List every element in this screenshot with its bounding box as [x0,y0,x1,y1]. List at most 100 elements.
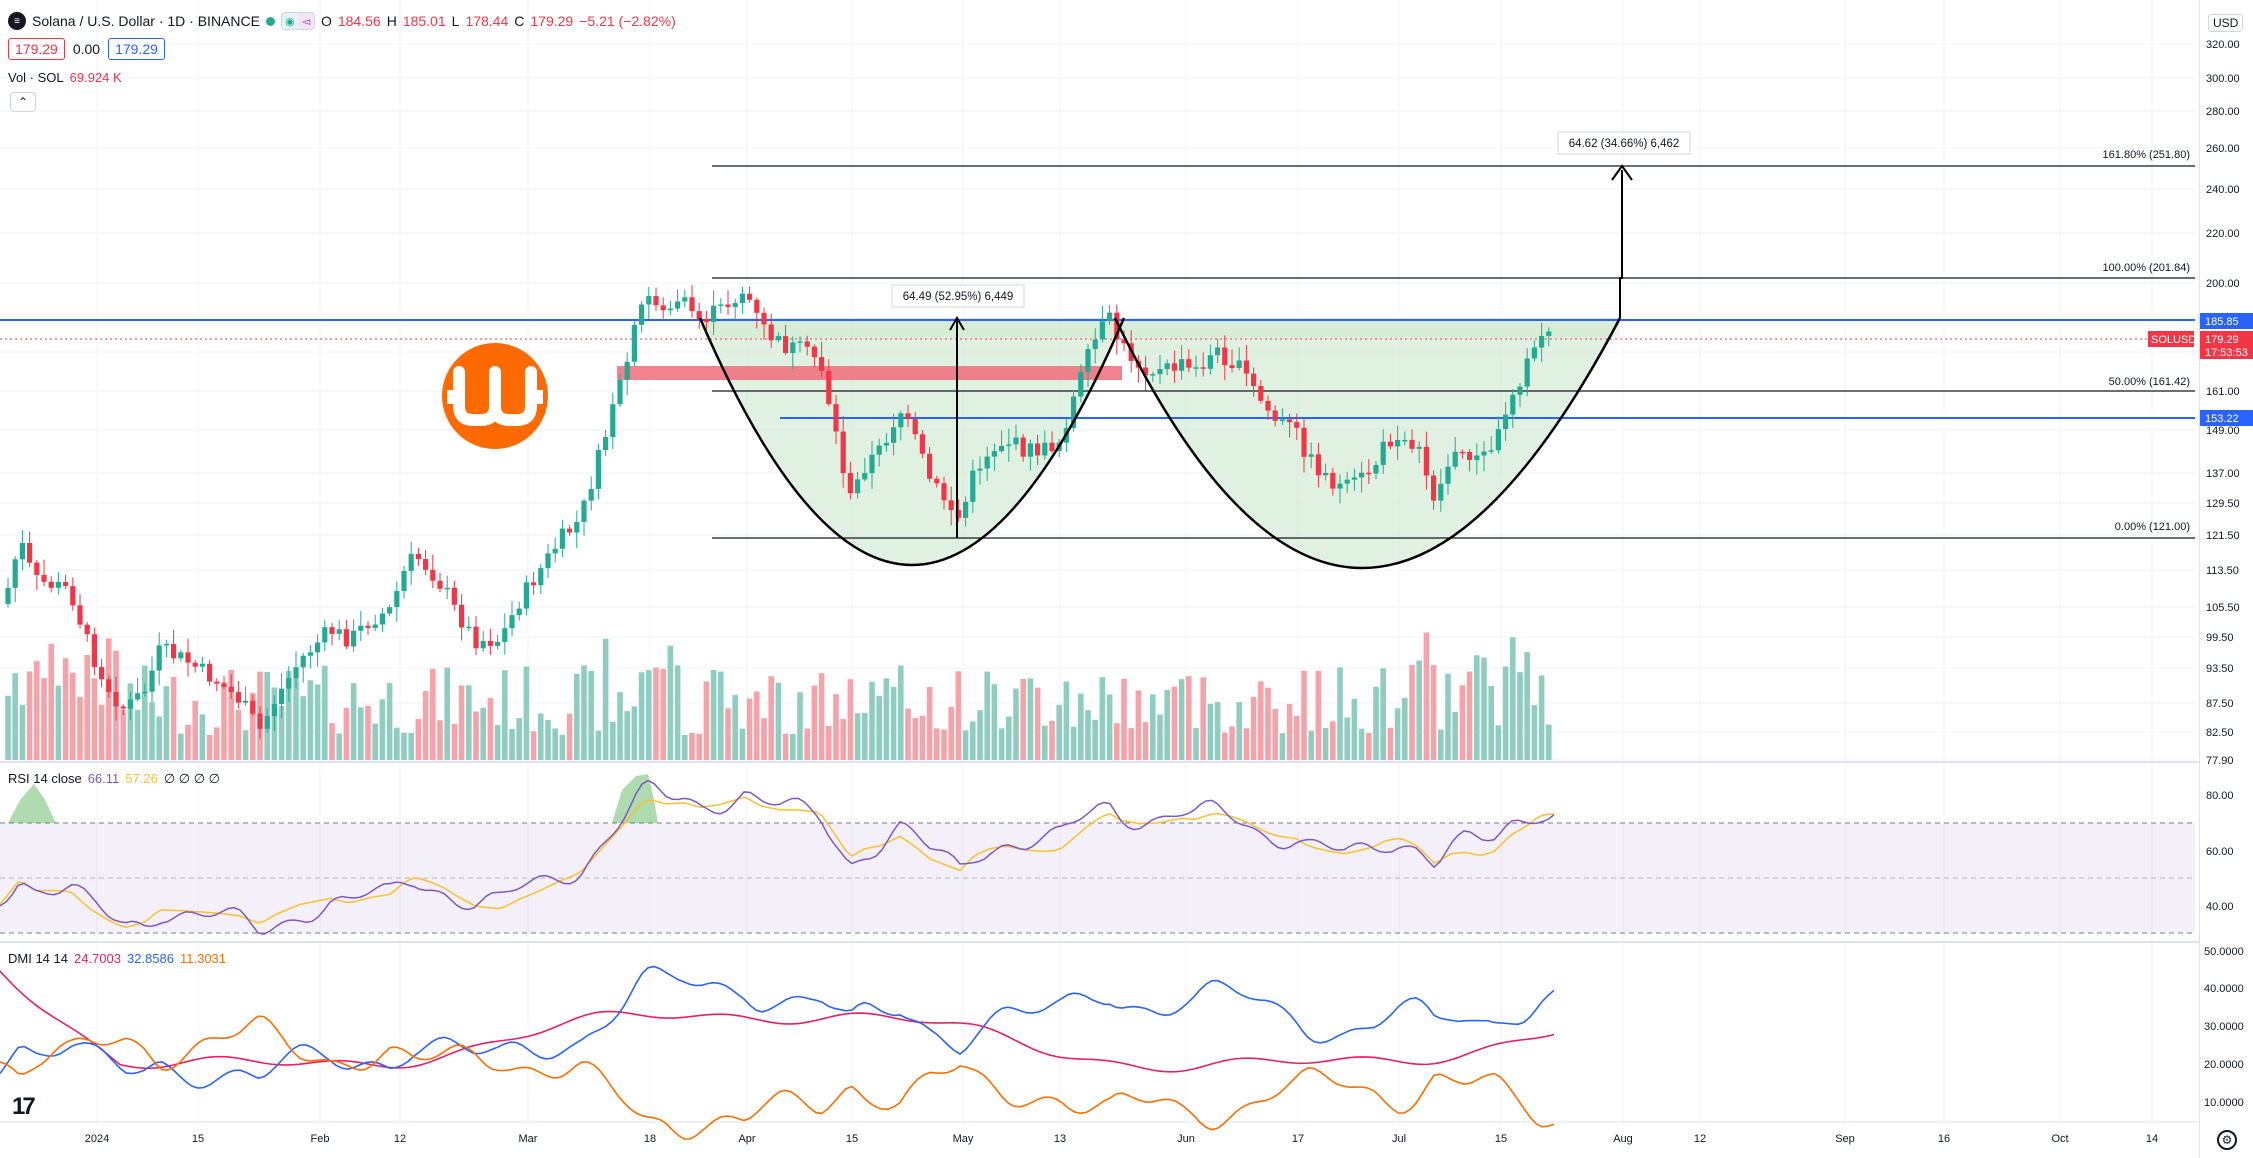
volume-bar [1279,733,1286,760]
volume-bar [1294,715,1300,760]
candle-body [1301,427,1307,457]
candle-body [1409,439,1415,449]
candle-body [653,296,659,306]
candle-body [271,704,277,717]
price-tick: 280.00 [2206,106,2240,118]
candle-body [783,336,789,354]
volume-bar [1243,728,1250,760]
volume-bar [926,686,933,760]
volume-bar [314,684,321,760]
volume-bar [1063,681,1070,760]
fib-label-50: 50.00% (161.42) [2109,376,2190,388]
volume-bar [991,684,998,760]
volume-bar [1351,698,1358,760]
eye-icon[interactable]: ◉ [281,13,298,29]
price-tick: 99.50 [2206,632,2234,644]
volume-bar [1056,704,1062,760]
volume-bar [854,713,861,760]
open-label: O [320,13,332,29]
candle-body [768,324,774,341]
tradingview-logo[interactable]: 17 [12,1093,36,1120]
candle-body [70,586,76,606]
volume-bar [775,682,782,760]
cup-right-fill [1115,318,1620,568]
open-value: 184.56 [337,13,381,29]
candle-body [552,548,558,554]
volume-bar [1114,723,1120,760]
candle-body [977,468,983,471]
candle-body [451,587,457,605]
candle-body [934,478,940,484]
candle-body [34,562,40,575]
volume-bar [530,731,537,760]
dmi-legend[interactable]: DMI 14 14 24.7003 32.8586 11.3031 [8,951,226,966]
candle-body [1524,358,1530,387]
volume-bar [1258,681,1264,760]
candle-body [984,456,990,469]
candle-body [639,304,645,325]
legend-pills[interactable]: ◉ ◅ [280,12,315,30]
rsi-tick: 60.00 [2206,846,2234,858]
volume-bars [5,632,1552,760]
volume-bar [1207,703,1214,760]
candle-body [955,510,961,518]
rsi-ma-value: 57.26 [125,771,158,786]
candle-body [401,570,407,592]
volume-bar [1186,676,1192,760]
candle-body [1517,386,1523,395]
candle-body [1359,472,1365,478]
volume-bar [372,723,378,760]
spread-value: 0.00 [72,41,101,57]
candle-body [747,293,753,300]
candle-body [1222,347,1228,366]
rsi-label: RSI 14 close [8,771,82,786]
cup-left-curve [698,317,1126,567]
volume-bar [286,670,292,760]
volume-bar [638,672,645,760]
candle-body [444,587,450,590]
price-axis[interactable]: USD 320.00 300.00 280.00 260.00 240.00 220.00… [2199,0,2253,1158]
volume-bar [55,685,62,760]
replay-icon[interactable]: ◅ [297,13,314,29]
time-tick: 12 [394,1133,406,1145]
candle-body [243,700,249,703]
symbol-title[interactable]: Solana / U.S. Dollar · 1D · BINANCE [32,13,260,29]
candle-body [970,470,976,502]
volume-bar [5,695,11,760]
sell-button[interactable]: 179.29 [8,38,65,60]
volume-bar [552,728,558,760]
candle-body [415,553,421,560]
candle-body [883,442,889,446]
time-tick: 16 [1938,1133,1950,1145]
volume-bar [1272,708,1278,760]
volume-bar [732,694,738,760]
volume-bar [26,671,33,760]
currency-label[interactable]: USD [2208,14,2244,32]
candle-body [19,542,25,560]
volume-bar [1099,677,1106,760]
price-tick: 137.00 [2206,468,2240,480]
volume-bar [19,704,26,760]
candle-body [1546,331,1552,336]
volume-bar [178,733,184,760]
volume-bar [343,707,350,760]
high-value: 185.01 [402,13,446,29]
candle-body [228,686,234,693]
chevron-up-icon[interactable]: ⌃ [10,92,36,112]
gear-icon[interactable]: ⚙ [2217,1130,2237,1150]
buy-button[interactable]: 179.29 [108,38,165,60]
candle-body [106,679,112,692]
rsi-legend[interactable]: RSI 14 close 66.11 57.26 ∅ ∅ ∅ ∅ [8,771,220,787]
volume-bar [898,665,904,760]
volume-legend[interactable]: Vol · SOL 69.924 K [8,70,122,85]
volume-bar [350,683,357,760]
candle-body [394,591,400,608]
volume-bar [768,676,774,760]
candle-body [905,413,911,420]
time-tick: 18 [644,1133,656,1145]
candle-body [876,445,882,455]
candle-body [631,324,637,362]
candle-body [1445,466,1451,484]
volume-bar [422,691,429,760]
